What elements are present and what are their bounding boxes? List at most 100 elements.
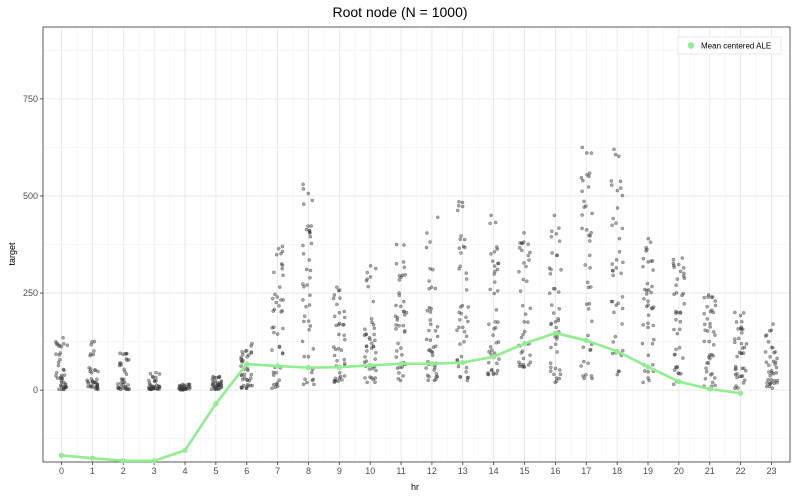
scatter-point bbox=[494, 371, 499, 376]
scatter-point bbox=[768, 328, 772, 333]
scatter-point bbox=[703, 376, 708, 381]
scatter-point bbox=[682, 271, 686, 276]
x-tick-label: 13 bbox=[458, 466, 468, 476]
scatter-point bbox=[396, 376, 401, 381]
scatter-point bbox=[150, 374, 155, 379]
scatter-point bbox=[395, 366, 400, 370]
scatter-point bbox=[519, 335, 524, 340]
scatter-point bbox=[464, 277, 469, 281]
scatter-point bbox=[620, 322, 624, 326]
scatter-point bbox=[618, 186, 623, 190]
scatter-point bbox=[522, 329, 527, 334]
scatter-point bbox=[301, 182, 305, 187]
scatter-point bbox=[280, 263, 285, 267]
scatter-point bbox=[739, 319, 744, 324]
scatter-point bbox=[616, 369, 621, 374]
scatter-point bbox=[430, 353, 435, 358]
scatter-point bbox=[301, 187, 306, 191]
scatter-point bbox=[54, 352, 58, 356]
scatter-point bbox=[429, 349, 434, 354]
scatter-point bbox=[613, 334, 618, 339]
scatter-point bbox=[774, 370, 779, 375]
scatter-point bbox=[671, 382, 676, 387]
scatter-point bbox=[741, 351, 746, 355]
scatter-point bbox=[249, 344, 253, 348]
scatter-point bbox=[526, 253, 531, 258]
scatter-point bbox=[706, 361, 711, 365]
legend: Mean centered ALE bbox=[677, 36, 782, 55]
scatter-point bbox=[733, 337, 737, 341]
scatter-point bbox=[60, 376, 64, 381]
scatter-point bbox=[611, 269, 615, 273]
scatter-point bbox=[425, 308, 430, 313]
scatter-point bbox=[88, 369, 92, 374]
scatter-point bbox=[365, 349, 369, 353]
scatter-point bbox=[57, 353, 62, 357]
scatter-point bbox=[702, 295, 707, 300]
scatter-point bbox=[304, 267, 309, 272]
scatter-point bbox=[589, 285, 593, 289]
scatter-point bbox=[93, 368, 97, 373]
scatter-point bbox=[428, 266, 432, 271]
scatter-point bbox=[621, 260, 625, 265]
scatter-point bbox=[394, 349, 399, 353]
scatter-point bbox=[588, 347, 593, 352]
scatter-point bbox=[646, 369, 650, 374]
scatter-point bbox=[614, 266, 619, 270]
scatter-point bbox=[430, 267, 435, 272]
scatter-point bbox=[675, 277, 680, 281]
ale-point bbox=[676, 379, 682, 385]
scatter-point bbox=[713, 299, 718, 303]
scatter-point bbox=[59, 344, 64, 349]
scatter-point bbox=[244, 386, 249, 390]
scatter-point bbox=[89, 385, 94, 389]
scatter-point bbox=[399, 346, 403, 350]
y-tick-label: 0 bbox=[33, 385, 38, 395]
ale-point bbox=[367, 362, 373, 368]
scatter-point bbox=[368, 275, 373, 279]
scatter-point bbox=[493, 269, 497, 274]
scatter-point bbox=[428, 240, 432, 244]
scatter-point bbox=[305, 283, 310, 287]
x-tick-label: 9 bbox=[337, 466, 342, 476]
scatter-point bbox=[95, 377, 99, 382]
scatter-point bbox=[490, 259, 495, 263]
scatter-point bbox=[520, 248, 524, 253]
scatter-point bbox=[733, 367, 738, 372]
scatter-point bbox=[522, 320, 527, 324]
scatter-point bbox=[491, 333, 495, 337]
scatter-point bbox=[91, 352, 96, 357]
scatter-point bbox=[302, 319, 306, 324]
scatter-point bbox=[277, 378, 282, 383]
scatter-point bbox=[611, 340, 616, 344]
scatter-point bbox=[528, 353, 532, 357]
scatter-point bbox=[590, 319, 594, 324]
scatter-point bbox=[425, 373, 430, 378]
scatter-point bbox=[337, 376, 342, 380]
scatter-point bbox=[552, 372, 556, 377]
scatter-point bbox=[428, 318, 433, 322]
scatter-point bbox=[741, 381, 746, 385]
scatter-point bbox=[428, 310, 433, 314]
scatter-point bbox=[63, 385, 67, 390]
scatter-point bbox=[490, 367, 494, 372]
scatter-point bbox=[620, 295, 625, 299]
scatter-point bbox=[649, 306, 654, 310]
scatter-point bbox=[239, 386, 244, 391]
scatter-point bbox=[677, 345, 682, 350]
scatter-point bbox=[126, 383, 130, 387]
scatter-point bbox=[642, 297, 646, 301]
scatter-point bbox=[274, 370, 278, 375]
scatter-point bbox=[522, 261, 526, 265]
scatter-point bbox=[641, 380, 645, 385]
scatter-point bbox=[615, 206, 620, 210]
scatter-point bbox=[240, 350, 244, 354]
x-axis-label: hr bbox=[411, 482, 419, 492]
scatter-point bbox=[433, 286, 438, 291]
scatter-point bbox=[123, 369, 127, 374]
scatter-point bbox=[460, 204, 465, 209]
scatter-point bbox=[495, 368, 500, 373]
scatter-point bbox=[312, 382, 316, 387]
scatter-point bbox=[644, 245, 648, 250]
scatter-point bbox=[362, 333, 367, 338]
